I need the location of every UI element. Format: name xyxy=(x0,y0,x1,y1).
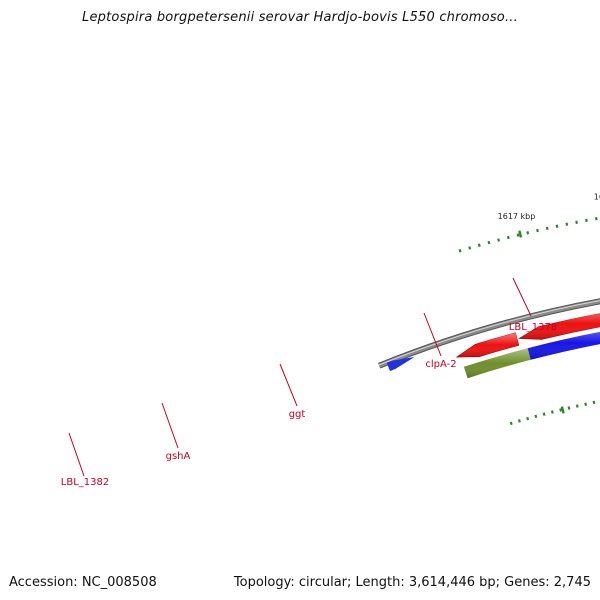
scale-minor-tick xyxy=(565,222,569,226)
tick-label: 1616 kbp xyxy=(594,193,600,202)
cds-feature-shading xyxy=(519,313,600,340)
label-leader-line xyxy=(279,363,298,407)
inner-minor-tick xyxy=(517,419,521,423)
gene-label[interactable]: ggt xyxy=(289,409,306,420)
backbone-highlight xyxy=(378,300,600,366)
genome-backbone xyxy=(378,299,600,368)
gene-label[interactable]: clpA-2 xyxy=(425,359,456,370)
cog-feature-shading xyxy=(463,348,531,379)
cog-feature-shading xyxy=(527,331,600,360)
scale-minor-tick xyxy=(555,224,559,228)
scale-major-tick xyxy=(518,230,523,238)
scale-minor-tick xyxy=(506,235,510,240)
scale-minor-tick xyxy=(585,218,588,223)
label-leader-line xyxy=(161,402,179,449)
scale-minor-tick xyxy=(487,240,491,245)
partial-feature[interactable] xyxy=(386,357,415,372)
cds-feature-shading xyxy=(456,332,519,358)
scale-minor-tick xyxy=(575,220,578,224)
topology-text: Topology: circular; Length: 3,614,446 bp… xyxy=(233,575,591,590)
inner-minor-tick xyxy=(559,408,563,412)
scale-tick-layer: 1610 kbp1611 kbp1612 kbp1613 kbp1614 kbp… xyxy=(458,193,600,426)
cog-track xyxy=(463,331,600,379)
inner-minor-tick xyxy=(584,402,588,406)
inner-minor-tick xyxy=(542,412,546,416)
scale-minor-tick xyxy=(594,217,598,221)
scale-minor-tick xyxy=(458,248,462,253)
scale-minor-tick xyxy=(497,238,501,242)
inner-minor-tick xyxy=(509,421,513,426)
label-leader-line xyxy=(512,277,532,317)
inner-minor-tick xyxy=(567,406,571,410)
inner-major-tick xyxy=(560,406,565,414)
inner-minor-tick xyxy=(526,416,530,421)
inner-minor-tick xyxy=(534,414,538,419)
gene-label-layer: LBL_1382 gshA ggt clpA-2 LBL_1378 xyxy=(61,277,557,488)
scale-minor-tick xyxy=(516,233,520,237)
gene-label[interactable]: LBL_1382 xyxy=(61,477,109,488)
cds-track xyxy=(386,313,600,372)
label-leader-line xyxy=(68,432,85,477)
inner-minor-tick xyxy=(592,400,596,405)
scale-minor-tick xyxy=(536,228,539,233)
backbone-layer xyxy=(378,298,600,369)
inner-minor-tick xyxy=(575,404,579,408)
accession-text: Accession: NC_008508 xyxy=(9,575,157,590)
gene-label[interactable]: gshA xyxy=(166,451,191,462)
scale-minor-tick xyxy=(468,246,472,250)
scale-minor-tick xyxy=(545,226,549,231)
gene-label[interactable]: LBL_1378 xyxy=(509,322,557,333)
scale-minor-tick xyxy=(477,243,481,247)
map-title: Leptospira borgpetersenii serovar Hardjo… xyxy=(82,10,518,25)
scale-minor-tick xyxy=(526,231,530,235)
inner-minor-tick xyxy=(550,410,554,414)
tick-label: 1617 kbp xyxy=(498,212,536,221)
label-leader-line xyxy=(423,312,442,357)
